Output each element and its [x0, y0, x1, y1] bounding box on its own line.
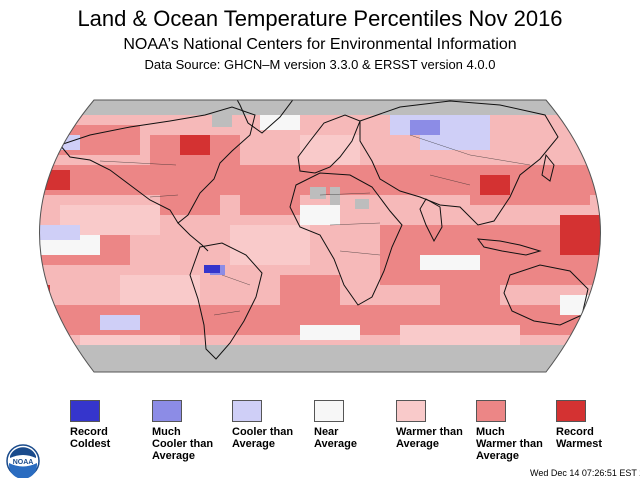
cell-near [300, 205, 340, 225]
legend-label-much-cooler: Much Cooler than Average [152, 426, 214, 462]
svg-text:NOAA: NOAA [13, 459, 34, 466]
cell-cooler [50, 135, 80, 150]
cell-warmer [230, 225, 310, 265]
asia-outline [359, 100, 559, 226]
timestamp: Wed Dec 14 07:26:51 EST 20 [530, 468, 640, 478]
antarctic-no-data [39, 345, 601, 372]
cell-cooler [420, 135, 490, 150]
cell-no-data [310, 187, 326, 199]
legend-swatch-much-warmer [476, 400, 506, 422]
legend-label-near: Near Average [314, 426, 358, 450]
cell-warmer [300, 135, 360, 165]
cell-record-warmest [480, 175, 510, 195]
us-mexico-border [149, 194, 179, 198]
legend-label-warmer: Warmer than Average [396, 426, 463, 450]
cell-record-warmest [600, 175, 601, 195]
australia-outline [503, 264, 589, 326]
cell-no-data [212, 115, 232, 127]
cell-no-data [355, 199, 369, 209]
legend-label-much-warmer: Much Warmer than Average [476, 426, 543, 462]
cell-warmer [400, 325, 520, 345]
cell-cooler [590, 145, 601, 160]
cell-much-cooler [410, 120, 440, 135]
legend-label-record-coldest: Record Coldest [70, 426, 111, 450]
world-temperature-map [39, 99, 601, 373]
cell-warmer [120, 275, 200, 305]
south-america-outline [189, 242, 263, 360]
cell-record-coldest [204, 265, 220, 273]
cell-no-data [330, 187, 340, 205]
legend-item-warmer: Warmer than Average [396, 400, 482, 450]
legend-item-cooler: Cooler than Average [232, 400, 318, 450]
data-source: Data Source: GHCN–M version 3.3.0 & ERSS… [144, 57, 496, 72]
percentile-grid [39, 115, 601, 350]
cell-near [300, 325, 360, 340]
cell-cooler [100, 315, 140, 330]
us-canada-border [99, 160, 177, 166]
map-subtitle: NOAA’s National Centers for Environmenta… [123, 36, 517, 53]
cell-cooler [39, 225, 80, 240]
greenland-outline [229, 100, 296, 134]
legend-swatch-record-coldest [70, 400, 100, 422]
cell-record-warmest [39, 285, 50, 300]
central-america-outline [177, 222, 209, 252]
japan-outline [541, 153, 555, 182]
cell-record-warmest [560, 215, 601, 255]
north-america-outline [59, 106, 256, 224]
africa-borders [319, 192, 381, 256]
globe-outline [39, 99, 601, 373]
legend-item-near: Near Average [314, 400, 400, 450]
maritime-southeast-asia-outline [476, 238, 542, 256]
cell-much-warmer [280, 275, 340, 305]
legend-item-record-warmest: Record Warmest [556, 400, 640, 450]
legend-swatch-record-warmest [556, 400, 586, 422]
noaa-logo: NOAA [6, 444, 40, 483]
asia-borders [409, 134, 531, 186]
cell-much-warmer [240, 175, 300, 215]
legend-label-record-warmest: Record Warmest [556, 426, 603, 450]
country-borders [99, 134, 531, 316]
arctic-no-data [39, 100, 601, 115]
cell-near [560, 295, 600, 315]
legend-item-record-coldest: Record Coldest [70, 400, 156, 450]
south-america-borders [213, 274, 251, 316]
legend-label-cooler: Cooler than Average [232, 426, 294, 450]
legend-item-much-warmer: Much Warmer than Average [476, 400, 562, 462]
legend-swatch-warmer [396, 400, 426, 422]
new-zealand-outline [599, 320, 601, 342]
legend-swatch-much-cooler [152, 400, 182, 422]
cell-record-warmest [180, 135, 210, 155]
map-title: Land & Ocean Temperature Percentiles Nov… [77, 6, 563, 31]
legend-item-much-cooler: Much Cooler than Average [152, 400, 238, 462]
indian-subcontinent-outline [419, 198, 443, 243]
legend-swatch-cooler [232, 400, 262, 422]
coastlines [59, 100, 601, 360]
africa-outline [289, 172, 403, 306]
cell-near [420, 255, 480, 270]
cell-much-warmer [440, 275, 500, 305]
legend-swatch-near [314, 400, 344, 422]
